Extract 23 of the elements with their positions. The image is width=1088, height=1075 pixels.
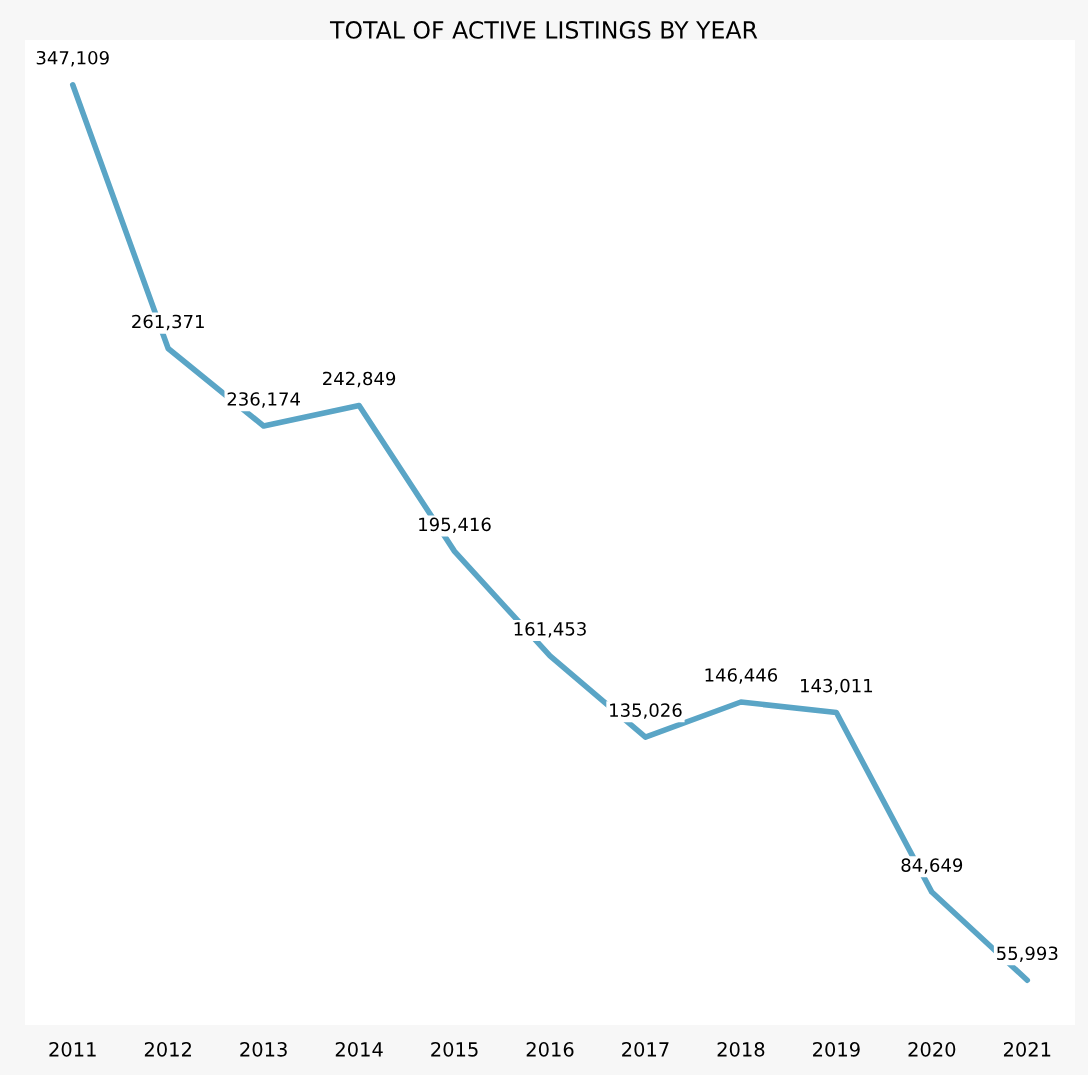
- data-label: 261,371: [132, 314, 204, 331]
- data-label: 236,174: [227, 392, 300, 408]
- data-label: 161,453: [514, 622, 586, 638]
- x-tick-label: 2013: [240, 1042, 287, 1057]
- x-tick-label: 2019: [813, 1042, 860, 1057]
- x-tick-label: 2014: [335, 1042, 383, 1057]
- x-tick-label: 2016: [526, 1042, 574, 1057]
- x-tick-label: 2018: [717, 1042, 765, 1057]
- x-tick-label: 2017: [622, 1042, 669, 1057]
- data-label: 55,993: [997, 946, 1058, 962]
- data-label: 146,446: [705, 668, 778, 684]
- data-label: 195,416: [419, 517, 491, 534]
- x-tick-label: 2020: [908, 1042, 956, 1057]
- x-tick-label: 2011: [49, 1042, 96, 1057]
- x-tick-label: 2015: [431, 1042, 478, 1057]
- chart-title: TOTAL OF ACTIVE LISTINGS BY YEAR: [329, 20, 758, 39]
- data-label: 242,849: [323, 371, 396, 388]
- x-tick-label: 2021: [1003, 1042, 1051, 1057]
- data-label: 135,026: [610, 703, 682, 719]
- data-label: 143,011: [801, 678, 873, 695]
- data-label: 347,109: [36, 50, 109, 67]
- x-tick-label: 2012: [144, 1042, 191, 1057]
- data-label: 84,649: [901, 858, 963, 874]
